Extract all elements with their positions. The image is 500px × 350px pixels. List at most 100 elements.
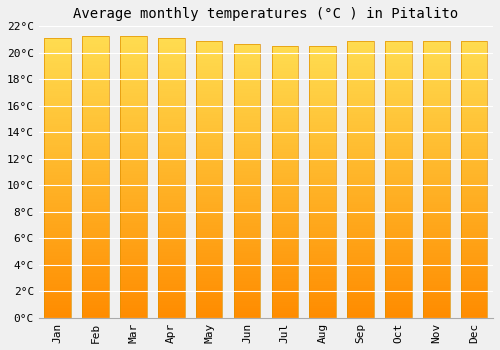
Bar [423, 200, 450, 202]
Bar [423, 310, 450, 311]
Bar [158, 259, 184, 261]
Bar [310, 194, 336, 196]
Bar [423, 105, 450, 106]
Bar [385, 297, 411, 299]
Bar [348, 246, 374, 247]
Bar [310, 87, 336, 88]
Bar [461, 218, 487, 219]
Bar [234, 127, 260, 128]
Bar [82, 154, 109, 155]
Bar [196, 240, 222, 242]
Bar [120, 314, 146, 315]
Bar [234, 153, 260, 155]
Bar [348, 297, 374, 299]
Bar [158, 189, 184, 191]
Bar [461, 247, 487, 248]
Bar [461, 251, 487, 253]
Bar [158, 68, 184, 69]
Bar [272, 280, 298, 281]
Bar [423, 174, 450, 175]
Bar [44, 286, 71, 287]
Bar [44, 295, 71, 297]
Bar [82, 99, 109, 100]
Bar [44, 129, 71, 131]
Bar [461, 267, 487, 268]
Bar [120, 51, 146, 52]
Bar [461, 226, 487, 228]
Bar [120, 198, 146, 200]
Bar [158, 54, 184, 55]
Bar [461, 232, 487, 233]
Bar [234, 248, 260, 249]
Bar [196, 49, 222, 50]
Bar [44, 101, 71, 103]
Bar [44, 278, 71, 279]
Bar [272, 100, 298, 102]
Bar [158, 261, 184, 262]
Bar [423, 92, 450, 93]
Bar [120, 311, 146, 312]
Bar [82, 137, 109, 139]
Bar [120, 60, 146, 61]
Bar [44, 282, 71, 283]
Bar [348, 235, 374, 236]
Bar [234, 307, 260, 308]
Bar [44, 110, 71, 111]
Bar [234, 43, 260, 318]
Bar [423, 107, 450, 109]
Bar [158, 236, 184, 237]
Bar [348, 120, 374, 121]
Bar [461, 310, 487, 311]
Bar [461, 272, 487, 274]
Bar [234, 190, 260, 192]
Bar [82, 240, 109, 242]
Bar [120, 71, 146, 72]
Bar [234, 164, 260, 166]
Bar [234, 237, 260, 238]
Bar [423, 125, 450, 127]
Bar [158, 175, 184, 177]
Bar [385, 159, 411, 160]
Bar [385, 226, 411, 228]
Bar [385, 131, 411, 132]
Bar [196, 110, 222, 112]
Bar [234, 207, 260, 208]
Bar [234, 78, 260, 79]
Bar [196, 103, 222, 105]
Bar [461, 301, 487, 303]
Bar [120, 164, 146, 166]
Bar [423, 63, 450, 64]
Bar [120, 216, 146, 218]
Bar [348, 93, 374, 95]
Bar [234, 105, 260, 107]
Bar [348, 45, 374, 47]
Bar [120, 99, 146, 100]
Bar [348, 225, 374, 226]
Bar [120, 175, 146, 177]
Bar [461, 286, 487, 287]
Bar [461, 235, 487, 236]
Bar [196, 164, 222, 166]
Bar [461, 253, 487, 254]
Bar [385, 290, 411, 292]
Bar [310, 196, 336, 197]
Bar [120, 85, 146, 86]
Bar [44, 280, 71, 282]
Bar [272, 224, 298, 225]
Bar [385, 261, 411, 262]
Bar [82, 312, 109, 314]
Bar [385, 59, 411, 60]
Bar [272, 223, 298, 224]
Bar [310, 178, 336, 179]
Bar [461, 57, 487, 59]
Bar [234, 230, 260, 231]
Bar [423, 287, 450, 289]
Bar [348, 258, 374, 260]
Bar [272, 164, 298, 166]
Bar [348, 181, 374, 182]
Bar [82, 295, 109, 297]
Bar [461, 239, 487, 240]
Bar [385, 289, 411, 290]
Bar [385, 134, 411, 135]
Bar [272, 84, 298, 85]
